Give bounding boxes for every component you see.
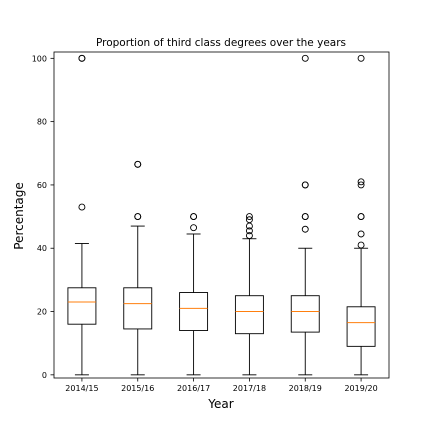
box-2015-16 [123, 160, 153, 376]
y-tick-label: 40 [37, 244, 47, 253]
x-axis: 2014/15 2015/16 2016/17 2017/18 2018/19 2019/… [65, 378, 378, 393]
outlier-point [134, 160, 142, 168]
box-2018-19 [290, 54, 320, 376]
box-iqr [346, 306, 376, 347]
box-iqr [123, 287, 153, 330]
box-iqr [234, 295, 264, 335]
x-tick-label: 2015/16 [121, 384, 154, 393]
outlier-point [357, 241, 365, 249]
boxes [67, 54, 376, 376]
chart-title: Proportion of third class degrees over t… [96, 37, 346, 49]
outlier-point [134, 213, 142, 221]
outlier-point [301, 54, 309, 62]
outlier-point [301, 181, 309, 189]
y-axis: 0 20 40 60 80 100 [32, 54, 54, 380]
x-tick-label: 2014/15 [65, 384, 98, 393]
x-tick-label: 2019/20 [344, 384, 377, 393]
box-iqr [290, 295, 320, 333]
y-tick-label: 20 [37, 308, 47, 317]
outlier-point [301, 225, 309, 233]
x-axis-label: Year [207, 397, 233, 411]
y-tick-label: 60 [37, 181, 47, 190]
x-tick-label: 2018/19 [289, 384, 322, 393]
x-tick-label: 2017/18 [233, 384, 266, 393]
outlier-point [357, 213, 365, 221]
y-tick-label: 80 [37, 118, 47, 127]
outlier-point [357, 178, 365, 186]
outlier-point [357, 181, 365, 189]
outlier-point [190, 213, 198, 221]
outlier-point [357, 230, 365, 238]
outlier-point [245, 216, 253, 224]
outlier-point [301, 213, 309, 221]
outlier-point [78, 54, 86, 62]
y-tick-label: 100 [32, 54, 47, 63]
box-2017-18 [234, 213, 264, 376]
outlier-point [245, 232, 253, 240]
box-2019-20 [346, 54, 376, 376]
outlier-point [190, 224, 198, 232]
y-axis-label: Percentage [12, 182, 26, 250]
box-iqr [179, 292, 209, 331]
y-tick-label: 0 [42, 371, 47, 380]
outlier-point [245, 227, 253, 235]
box-2016-17 [179, 213, 209, 376]
box-2014-15 [67, 54, 97, 376]
outlier-point [245, 213, 253, 221]
outlier-point [357, 54, 365, 62]
plot-area [53, 51, 390, 379]
x-tick-label: 2016/17 [177, 384, 210, 393]
box-iqr [67, 287, 97, 325]
outlier-point [78, 203, 86, 211]
